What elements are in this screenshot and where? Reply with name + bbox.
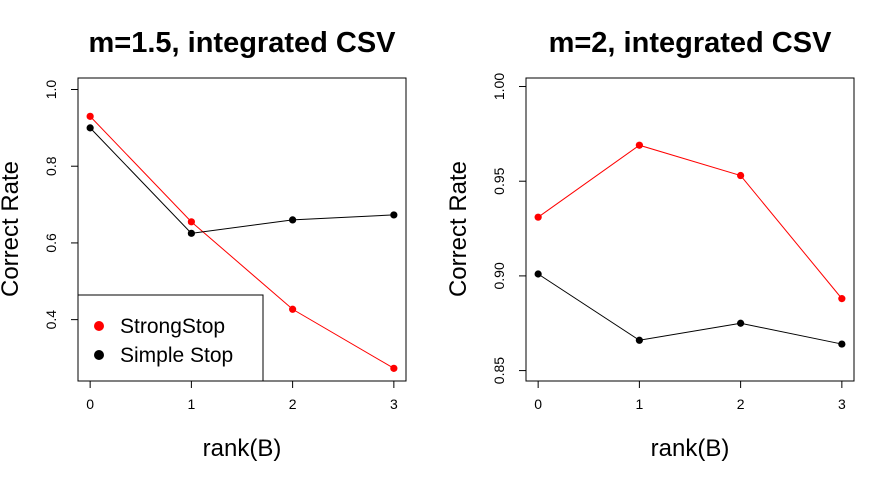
- panel-left: m=1.5, integrated CSV rank(B) Correct Ra…: [0, 27, 407, 462]
- series-line-simple-stop: [537, 273, 842, 345]
- x-tick-label: 1: [635, 396, 643, 412]
- series-line-strongstop: [537, 144, 843, 299]
- data-point: [534, 213, 542, 221]
- data-point: [838, 295, 846, 303]
- x-tick-label: 2: [737, 396, 745, 412]
- data-point: [86, 112, 94, 120]
- legend-label: StrongStop: [120, 315, 225, 338]
- data-point: [737, 319, 745, 327]
- y-axis-label: Correct Rate: [0, 161, 24, 297]
- data-point: [635, 141, 643, 149]
- x-tick-label: 1: [187, 396, 195, 412]
- data-point: [289, 305, 297, 313]
- series-line-simple-stop: [89, 127, 394, 234]
- y-tick-label: 1.00: [491, 73, 507, 100]
- y-tick-label: 0.8: [43, 156, 59, 176]
- data-point: [390, 364, 398, 372]
- x-tick-label: 3: [838, 396, 846, 412]
- panel-right: m=2, integrated CSV rank(B) Correct Rate…: [445, 27, 855, 462]
- data-point: [635, 336, 643, 344]
- data-point: [838, 340, 846, 348]
- data-point: [390, 211, 398, 219]
- data-point: [289, 216, 297, 224]
- data-point: [737, 171, 745, 180]
- y-tick-label: 0.4: [43, 310, 59, 330]
- y-tick-label: 1.0: [43, 80, 59, 100]
- data-point: [187, 218, 195, 226]
- x-tick-label: 0: [86, 396, 94, 412]
- x-axis-label: rank(B): [203, 435, 282, 462]
- legend-marker: [94, 350, 104, 360]
- y-tick-label: 0.85: [491, 357, 507, 384]
- x-axis-label: rank(B): [651, 435, 730, 462]
- x-tick-label: 2: [289, 396, 297, 412]
- data-point: [534, 270, 542, 278]
- x-tick-label: 3: [390, 396, 398, 412]
- y-tick-label: 0.95: [491, 167, 507, 194]
- y-tick-label: 0.90: [491, 262, 507, 289]
- y-tick-label: 0.6: [43, 233, 59, 253]
- legend-label: Simple Stop: [120, 344, 233, 367]
- legend-marker: [94, 321, 104, 331]
- data-point: [187, 229, 195, 237]
- legend-box: [77, 294, 264, 382]
- plot-frame: [525, 77, 855, 382]
- chart-title: m=1.5, integrated CSV: [88, 27, 396, 59]
- data-point: [86, 124, 94, 132]
- y-axis-label: Correct Rate: [445, 161, 472, 297]
- series-line-strongstop: [89, 116, 395, 369]
- chart-title: m=2, integrated CSV: [549, 27, 832, 59]
- x-tick-label: 0: [534, 396, 542, 412]
